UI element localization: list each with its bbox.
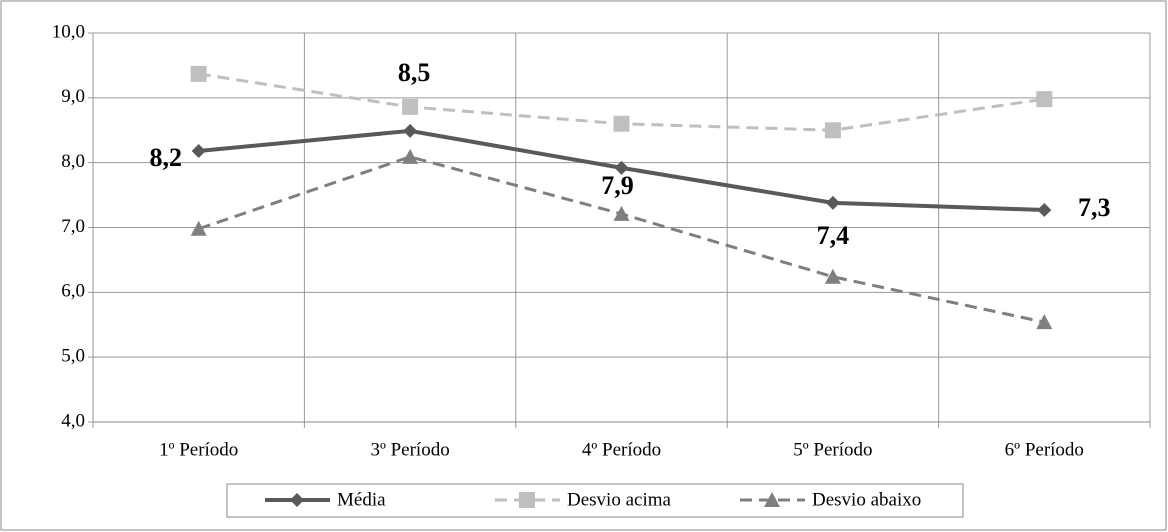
data-label: 8,2 bbox=[149, 143, 182, 172]
y-tick-label: 6,0 bbox=[61, 281, 85, 302]
point bbox=[1036, 91, 1053, 108]
point bbox=[825, 195, 840, 210]
x-tick-label: 5º Período bbox=[793, 439, 872, 460]
y-tick-label: 7,0 bbox=[61, 216, 85, 237]
point bbox=[1036, 314, 1053, 330]
y-tick-label: 5,0 bbox=[61, 346, 85, 367]
y-tick-label: 8,0 bbox=[61, 151, 85, 172]
point bbox=[190, 65, 207, 82]
data-label: 8,5 bbox=[398, 58, 431, 87]
y-tick-label: 9,0 bbox=[61, 86, 85, 107]
y-tick-label: 10,0 bbox=[52, 21, 85, 42]
point bbox=[613, 115, 630, 132]
legend-marker bbox=[519, 492, 535, 508]
point bbox=[824, 268, 841, 284]
y-tick-label: 4,0 bbox=[61, 410, 85, 431]
point bbox=[824, 122, 841, 139]
legend-label: Média bbox=[337, 489, 386, 510]
data-label: 7,4 bbox=[817, 221, 850, 250]
x-tick-label: 1º Período bbox=[159, 439, 238, 460]
legend-marker bbox=[764, 492, 780, 507]
x-tick-label: 3º Período bbox=[370, 439, 449, 460]
point bbox=[402, 98, 419, 115]
data-label: 7,3 bbox=[1078, 193, 1111, 222]
point bbox=[614, 160, 629, 175]
legend-label: Desvio acima bbox=[567, 489, 672, 510]
point bbox=[1037, 202, 1052, 217]
point bbox=[191, 143, 206, 158]
legend-box bbox=[226, 483, 964, 518]
x-tick-label: 6º Período bbox=[1005, 439, 1084, 460]
legend-marker bbox=[290, 493, 304, 507]
data-label: 7,9 bbox=[601, 171, 634, 200]
legend-label: Desvio abaixo bbox=[812, 489, 921, 510]
point bbox=[190, 220, 207, 236]
x-tick-label: 4º Período bbox=[582, 439, 661, 460]
point bbox=[403, 123, 418, 138]
point bbox=[613, 205, 630, 221]
point bbox=[402, 148, 419, 164]
